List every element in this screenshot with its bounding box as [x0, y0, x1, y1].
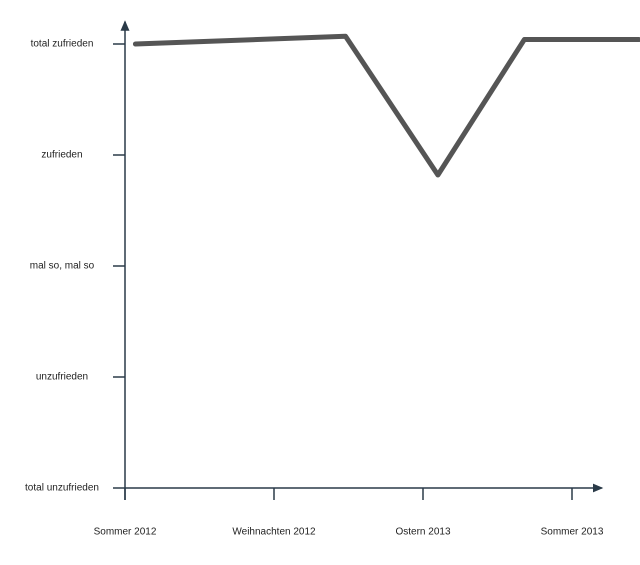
x-tick-label: Sommer 2012: [94, 527, 157, 538]
y-tick-label: total unzufrieden: [25, 483, 99, 494]
y-tick-label: mal so, mal so: [30, 261, 95, 272]
data-line: [132, 33, 640, 178]
y-tick-label: total zufrieden: [31, 39, 94, 50]
y-tick-label: zufrieden: [41, 150, 82, 161]
x-tick-label: Ostern 2013: [395, 527, 450, 538]
y-tick-label: unzufrieden: [36, 372, 88, 383]
x-tick-label: Sommer 2013: [541, 527, 604, 538]
x-tick-label: Weihnachten 2012: [232, 527, 316, 538]
